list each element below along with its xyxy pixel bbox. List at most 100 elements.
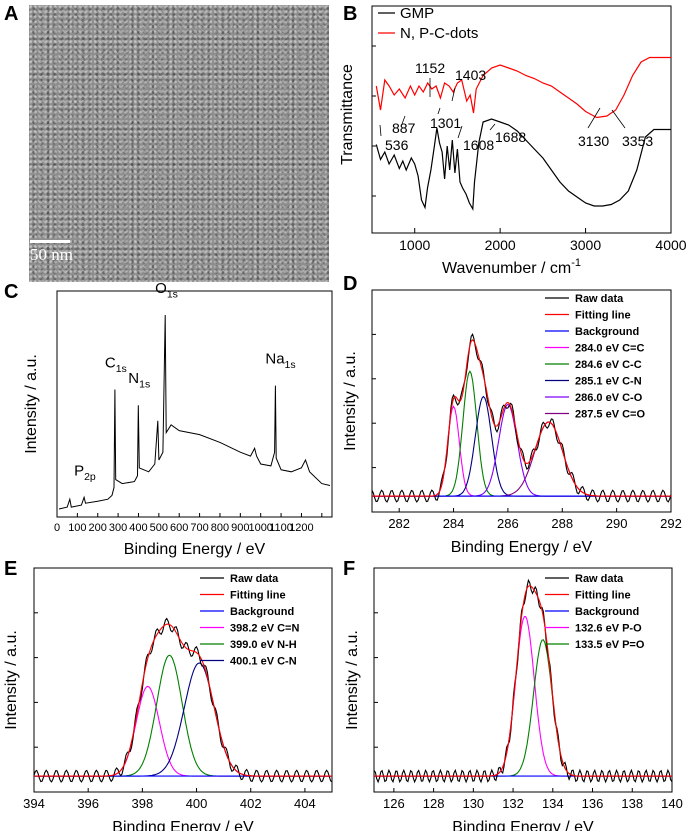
component-peak-4 <box>372 421 671 497</box>
legend-label: 284.0 eV C=C <box>575 343 644 355</box>
legend-label: Fitting line <box>575 310 631 322</box>
plot-frame <box>33 567 333 793</box>
x-tick-label: 3000 <box>570 237 601 253</box>
x-axis-label: Binding Energy / eV <box>112 819 254 831</box>
panel-label-B: B <box>343 3 357 25</box>
legend-label: 284.6 eV C-C <box>575 359 642 371</box>
raw-data-line <box>33 617 333 783</box>
x-tick-label: 126 <box>383 796 405 811</box>
panel-label-F: F <box>343 558 355 580</box>
x-tick-label: 2000 <box>485 237 516 253</box>
legend-label: 398.2 eV C=N <box>230 623 299 635</box>
legend-label: Raw data <box>230 573 279 585</box>
panel-label-C: C <box>4 281 18 303</box>
fitting-line <box>372 339 671 497</box>
peak-annotation: 1301 <box>430 115 461 131</box>
x-tick-label: 4000 <box>655 237 686 253</box>
x-tick-label: 400 <box>129 522 147 534</box>
x-tick-label: 1000 <box>399 237 430 253</box>
legend-label: 285.1 eV C-N <box>575 376 642 388</box>
peak-annotation: 1403 <box>455 67 486 83</box>
legend-label: N, P-C-dots <box>400 25 478 42</box>
legend-label: Background <box>575 326 639 338</box>
annotation-arrow <box>451 87 456 102</box>
legend-label: 399.0 eV N-H <box>230 639 297 651</box>
x-axis-label: Wavenumber / cm-1 <box>442 257 581 277</box>
annotation-arrow <box>587 107 601 129</box>
component-peak-2 <box>34 662 332 777</box>
x-tick-label: 290 <box>606 516 628 531</box>
y-axis-label: Intensity / a.u. <box>3 630 20 730</box>
y-axis-label: Transmittance <box>339 64 356 165</box>
peak-label-O: O1s <box>155 280 178 301</box>
legend-label: 132.6 eV P-O <box>575 623 642 635</box>
x-tick-label: 1100 <box>269 522 293 534</box>
legend-label: Raw data <box>575 573 624 585</box>
legend-label: Background <box>575 606 639 618</box>
x-tick-label: 1200 <box>289 522 313 534</box>
panel-label-E: E <box>4 558 17 580</box>
fitting-line <box>34 623 332 777</box>
plot-frame <box>373 567 673 793</box>
component-peak-1 <box>372 370 671 497</box>
x-tick-label: 394 <box>23 796 45 811</box>
x-axis-label: Binding Energy / eV <box>452 819 594 831</box>
legend-label: 286.0 eV C-O <box>575 392 643 404</box>
legend-label: Fitting line <box>230 590 286 602</box>
x-tick-label: 500 <box>150 522 168 534</box>
x-tick-label: 300 <box>109 522 127 534</box>
annotation-arrow <box>489 123 496 131</box>
y-axis-label: Intensity / a.u. <box>23 354 40 454</box>
legend-label: Raw data <box>575 293 624 305</box>
x-tick-label: 396 <box>77 796 99 811</box>
fitting-line <box>374 585 672 777</box>
tem-image <box>29 5 329 282</box>
x-tick-label: 288 <box>551 516 573 531</box>
legend-label: 133.5 eV P=O <box>575 639 645 651</box>
x-tick-label: 1000 <box>248 522 272 534</box>
peak-annotation: 1608 <box>463 137 494 153</box>
legend-label: 400.1 eV C-N <box>230 656 297 668</box>
peak-label-Na: Na1s <box>265 351 295 372</box>
x-axis-label: Binding Energy / eV <box>451 539 593 556</box>
x-tick-label: 600 <box>170 522 188 534</box>
x-tick-label: 136 <box>582 796 604 811</box>
x-tick-label: 134 <box>542 796 564 811</box>
annotation-arrow <box>379 124 382 137</box>
component-peak-0 <box>34 685 332 777</box>
x-tick-label: 800 <box>211 522 229 534</box>
peak-annotation: 3353 <box>622 133 653 149</box>
series-line-1 <box>375 56 671 119</box>
peak-label-N: N1s <box>128 370 150 391</box>
x-tick-label: 402 <box>240 796 262 811</box>
panel-label-A: A <box>4 3 18 25</box>
legend-label: Background <box>230 606 294 618</box>
scale-bar-label: 50 nm <box>30 245 73 264</box>
x-tick-label: 286 <box>497 516 519 531</box>
peak-label-C: C1s <box>105 354 127 375</box>
series-line-0 <box>375 118 671 212</box>
annotation-arrow <box>437 107 441 115</box>
survey-line <box>58 314 331 510</box>
x-tick-label: 404 <box>294 796 316 811</box>
x-tick-label: 128 <box>423 796 445 811</box>
x-tick-label: 138 <box>621 796 643 811</box>
peak-annotation: 887 <box>392 120 416 136</box>
peak-annotation: 1688 <box>495 129 526 145</box>
plot-frame <box>56 290 333 518</box>
peak-label-P: P2p <box>74 462 96 483</box>
x-tick-label: 130 <box>462 796 484 811</box>
legend-label: 287.5 eV C=O <box>575 409 645 421</box>
plot-frame <box>371 5 672 234</box>
raw-data-line <box>371 333 672 503</box>
peak-annotation: 3130 <box>578 133 609 149</box>
x-tick-label: 900 <box>231 522 249 534</box>
x-tick-label: 292 <box>660 516 682 531</box>
x-tick-label: 284 <box>443 516 465 531</box>
scale-bar <box>30 240 70 243</box>
x-tick-label: 0 <box>54 522 60 534</box>
x-tick-label: 282 <box>388 516 410 531</box>
annotation-arrow <box>457 125 463 139</box>
